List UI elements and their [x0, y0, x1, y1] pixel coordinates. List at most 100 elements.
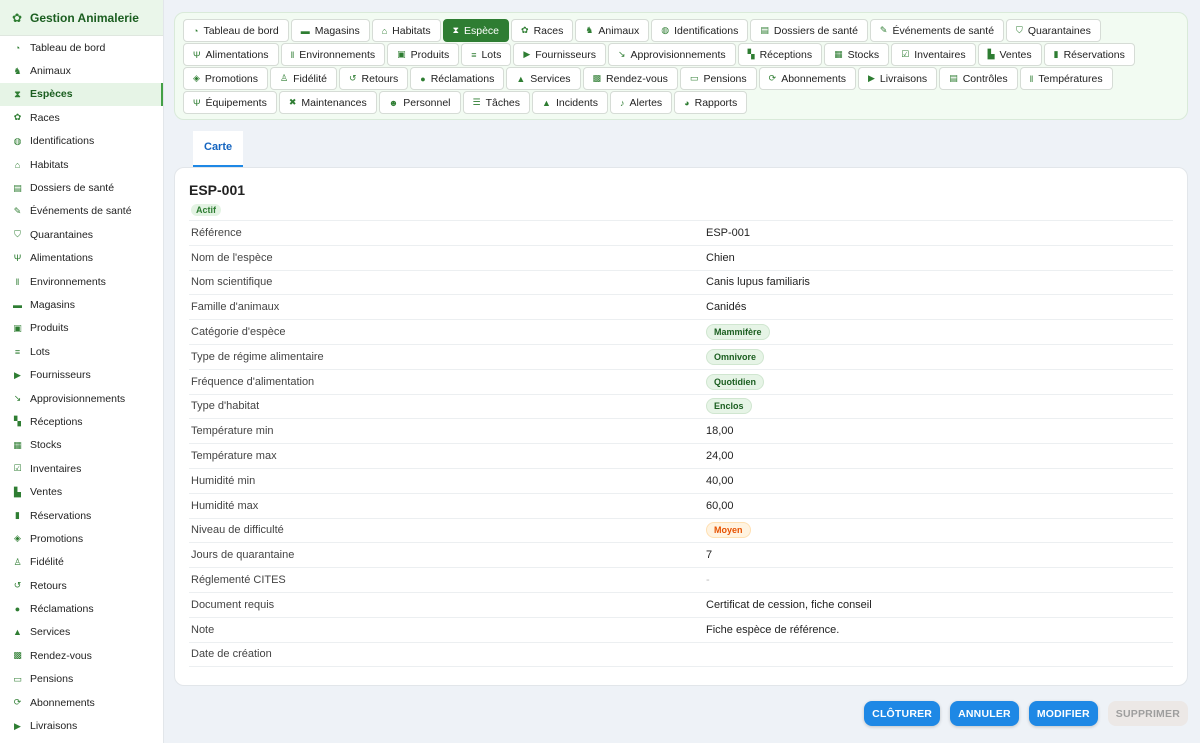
sidebar-item-promotions[interactable]: ◈ Promotions: [0, 527, 163, 550]
sidebar-item-produits[interactable]: ▣ Produits: [0, 317, 163, 340]
list-icon: ≡: [14, 346, 21, 357]
sidebar-item-retours[interactable]: ↺ Retours: [0, 574, 163, 597]
sidebar-item-inventaires[interactable]: ☑ Inventaires: [0, 457, 163, 480]
shipping-fast-icon: ▶: [867, 73, 875, 83]
dog-icon: ♞: [13, 65, 22, 76]
field-value: Canidés: [706, 301, 747, 314]
nav-chip-pensions[interactable]: ▭ Pensions: [679, 67, 757, 90]
sidebar-item-fidelite[interactable]: ♙ Fidélité: [0, 551, 163, 574]
nav-chip-receptions[interactable]: ▚ Réceptions: [737, 43, 823, 66]
sidebar-item-evenements-de-sante[interactable]: ✎ Événements de santé: [0, 200, 163, 223]
nav-chip-rendez-vous[interactable]: ▩ Rendez-vous: [582, 67, 678, 90]
nav-chip-fournisseurs[interactable]: ▶ Fournisseurs: [513, 43, 606, 66]
sidebar-item-fournisseurs[interactable]: ▶ Fournisseurs: [0, 363, 163, 386]
nav-chip-alimentations[interactable]: Ψ Alimentations: [183, 43, 279, 66]
sidebar-item-especes[interactable]: ⧗ Espèces: [0, 82, 163, 107]
sidebar-item-ventes[interactable]: ▙ Ventes: [0, 480, 163, 503]
sidebar-item-magasins[interactable]: ▬ Magasins: [0, 293, 163, 316]
nav-chip-espece[interactable]: ⧗ Espèce: [442, 19, 510, 42]
field-value: -: [706, 574, 710, 587]
nav-chip-tableau-de-bord[interactable]: ◔ Tableau de bord: [183, 19, 289, 42]
nav-chip-evenements-de-sante[interactable]: ✎ Événements de santé: [869, 19, 1005, 42]
nav-chip-equipements[interactable]: Ψ Équipements: [183, 91, 277, 114]
sidebar-item-reservations[interactable]: ▮ Réservations: [0, 504, 163, 527]
nav-chip-approvisionnements[interactable]: ↘ Approvisionnements: [607, 43, 736, 66]
close-button[interactable]: CLÔTURER: [864, 701, 941, 726]
nav-chip-magasins[interactable]: ▬ Magasins: [290, 19, 370, 42]
tags-icon: ◈: [14, 533, 21, 544]
nav-chip-livraisons[interactable]: ▶ Livraisons: [857, 67, 938, 90]
sidebar-item-pensions[interactable]: ▭ Pensions: [0, 668, 163, 691]
nav-chip-reclamations[interactable]: ● Réclamations: [410, 67, 505, 90]
utensils-icon: Ψ: [193, 49, 201, 60]
nav-chip-abonnements[interactable]: ⟳ Abonnements: [758, 67, 856, 90]
sidebar-item-approvisionnements[interactable]: ↘ Approvisionnements: [0, 387, 163, 410]
sidebar-item-reclamations[interactable]: ● Réclamations: [0, 597, 163, 620]
sidebar-item-identifications[interactable]: ◍ Identifications: [0, 130, 163, 153]
sidebar-item-lots[interactable]: ≡ Lots: [0, 340, 163, 363]
nav-chip-produits[interactable]: ▣ Produits: [387, 43, 460, 66]
nav-chip-promotions[interactable]: ◈ Promotions: [183, 67, 269, 90]
nav-chip-lots[interactable]: ≡ Lots: [461, 43, 512, 66]
sidebar-item-label: Promotions: [30, 532, 84, 545]
dolly-icon: ↘: [13, 393, 22, 404]
nav-chip-stocks[interactable]: ▦ Stocks: [824, 43, 890, 66]
nav-chip-maintenances[interactable]: ✖ Maintenances: [278, 91, 377, 114]
nav-chip-taches[interactable]: ☰ Tâches: [462, 91, 531, 114]
tab-carte[interactable]: Carte: [193, 131, 244, 167]
edit-button[interactable]: MODIFIER: [1028, 701, 1098, 726]
box-icon: ▣: [13, 322, 22, 333]
nav-chip-ventes[interactable]: ▙ Ventes: [977, 43, 1042, 66]
sidebar-item-animaux[interactable]: ♞ Animaux: [0, 59, 163, 82]
nav-chip-habitats[interactable]: ⌂ Habitats: [371, 19, 441, 42]
nav-chip-incidents[interactable]: ▲ Incidents: [532, 91, 608, 114]
nav-chip-environnements[interactable]: ǁ Environnements: [280, 43, 386, 66]
sync-icon: ⟳: [13, 697, 22, 708]
field-value: Canis lupus familiaris: [706, 276, 810, 289]
sidebar-item-services[interactable]: ▲ Services: [0, 621, 163, 644]
cash-register-icon: ▙: [14, 486, 21, 497]
value-badge: Mammifère: [706, 324, 770, 341]
sidebar-item-receptions[interactable]: ▚ Réceptions: [0, 410, 163, 433]
nav-chip-fidelite[interactable]: ♙ Fidélité: [270, 67, 337, 90]
nav-chip-identifications[interactable]: ◍ Identifications: [651, 19, 749, 42]
sidebar-item-rendez-vous[interactable]: ▩ Rendez-vous: [0, 644, 163, 667]
field-label: Nom de l'espèce: [191, 251, 273, 264]
nav-chip-services[interactable]: ▲ Services: [506, 67, 581, 90]
nav-chip-animaux[interactable]: ♞ Animaux: [575, 19, 650, 42]
nav-chip-alertes[interactable]: ♪ Alertes: [609, 91, 673, 114]
sidebar-item-label: Réceptions: [30, 415, 83, 428]
app-brand[interactable]: ✿ Gestion Animalerie: [0, 0, 163, 36]
field-value: Mammifère: [706, 324, 770, 341]
nav-chip-retours[interactable]: ↺ Retours: [338, 67, 409, 90]
delete-button[interactable]: SUPPRIMER: [1107, 701, 1188, 726]
nav-chip-label: Promotions: [204, 72, 259, 85]
shipping-fast-icon: ▶: [14, 720, 21, 731]
sidebar-item-label: Approvisionnements: [30, 392, 126, 405]
dashboard-icon: ◔: [14, 42, 21, 53]
sidebar-item-livraisons[interactable]: ▶ Livraisons: [0, 714, 163, 737]
sidebar-item-alimentations[interactable]: Ψ Alimentations: [0, 247, 163, 270]
nav-chip-inventaires[interactable]: ☑ Inventaires: [891, 43, 976, 66]
dog-icon: ♞: [585, 25, 594, 35]
nav-chip-temperatures[interactable]: ǁ Températures: [1019, 67, 1113, 90]
nav-chip-controles[interactable]: ▤ Contrôles: [939, 67, 1018, 90]
nav-chip-rapports[interactable]: ◕ Rapports: [674, 91, 748, 114]
users-icon: ☻: [388, 97, 399, 108]
cancel-button[interactable]: ANNULER: [950, 701, 1019, 726]
sidebar-item-environnements[interactable]: ǁ Environnements: [0, 270, 163, 293]
nav-chip-reservations[interactable]: ▮ Réservations: [1043, 43, 1135, 66]
sidebar-item-quarantaines[interactable]: ⛉ Quarantaines: [0, 223, 163, 246]
sidebar-item-stocks[interactable]: ▦ Stocks: [0, 434, 163, 457]
sidebar-item-races[interactable]: ✿ Races: [0, 106, 163, 129]
field-row-reglemente-cites: Réglementé CITES -: [189, 568, 1173, 593]
sidebar-item-dossiers-de-sante[interactable]: ▤ Dossiers de santé: [0, 176, 163, 199]
nav-chip-dossiers-de-sante[interactable]: ▤ Dossiers de santé: [750, 19, 868, 42]
nav-chip-personnel[interactable]: ☻ Personnel: [378, 91, 461, 114]
sidebar-item-habitats[interactable]: ⌂ Habitats: [0, 153, 163, 176]
field-label: Température max: [191, 450, 277, 463]
nav-chip-races[interactable]: ✿ Races: [511, 19, 574, 42]
sidebar-item-abonnements[interactable]: ⟳ Abonnements: [0, 691, 163, 714]
sidebar-item-tableau-de-bord[interactable]: ◔ Tableau de bord: [0, 36, 163, 59]
nav-chip-quarantaines[interactable]: ⛉ Quarantaines: [1006, 19, 1101, 42]
